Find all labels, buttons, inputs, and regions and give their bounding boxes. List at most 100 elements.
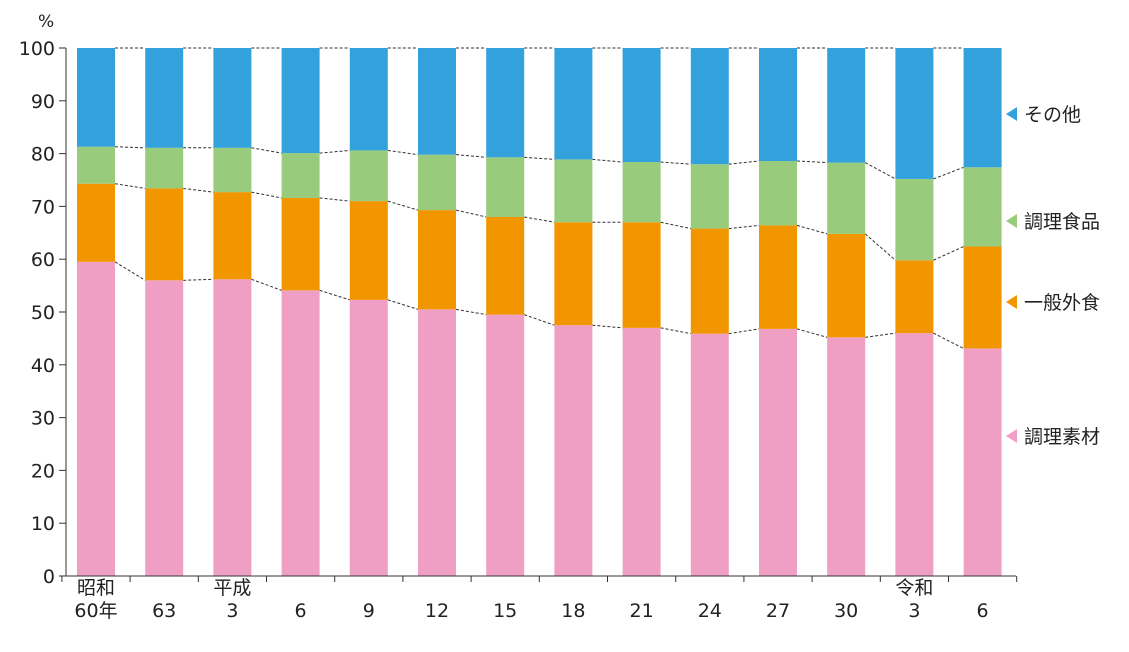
y-tick-label: 20 <box>31 460 55 482</box>
x-category-label: 9 <box>363 600 375 622</box>
bar-segment-4-cat-1 <box>77 48 115 147</box>
connector-line <box>319 149 350 154</box>
x-category-label: 3 <box>226 600 238 622</box>
connector-line <box>524 314 555 326</box>
y-tick-label: 70 <box>31 196 55 218</box>
bar-segment-3-cat-8 <box>554 159 593 223</box>
bar-segment-4-cat-8 <box>554 48 593 160</box>
connector-line <box>183 278 214 281</box>
connector-line <box>251 278 282 291</box>
legend-label-1: 調理素材 <box>1024 426 1100 448</box>
bar-segment-4-cat-5 <box>349 48 388 151</box>
bar-segment-4-cat-7 <box>486 48 525 158</box>
connector-line <box>933 166 964 180</box>
bar-segment-2-cat-12 <box>827 233 866 338</box>
bar-segment-4-cat-10 <box>690 48 729 165</box>
bar-segment-4-cat-4 <box>281 48 320 154</box>
bar-segment-1-cat-2 <box>145 280 184 576</box>
connector-line <box>455 154 487 158</box>
bar-segment-1-cat-4 <box>281 290 320 576</box>
connector-line <box>183 187 214 193</box>
bar-segment-4-cat-6 <box>418 48 456 155</box>
y-tick-label: 100 <box>19 38 55 60</box>
connector-line <box>387 299 419 310</box>
connector-line <box>524 156 555 160</box>
x-category-label: 24 <box>698 600 722 622</box>
x-category-label: 15 <box>493 600 517 622</box>
bar-segment-1-cat-14 <box>963 348 1002 576</box>
bar-segment-2-cat-3 <box>213 192 252 280</box>
y-tick-label: 80 <box>31 144 55 166</box>
x-category-label: 6 <box>977 600 989 622</box>
connector-line <box>592 324 623 329</box>
connector-lines <box>114 47 964 349</box>
connector-line <box>387 200 419 211</box>
bar-segment-3-cat-5 <box>349 150 388 202</box>
legend-marker-4 <box>1006 107 1017 121</box>
y-tick-label: 40 <box>31 355 55 377</box>
connector-line <box>319 289 350 301</box>
bar-segment-3-cat-9 <box>622 162 661 223</box>
x-category-label: 60年 <box>74 600 117 622</box>
bar-segment-4-cat-9 <box>622 48 661 163</box>
x-category-era-label: 令和 <box>895 577 933 599</box>
x-category-label: 30 <box>834 600 858 622</box>
connector-line <box>251 191 282 199</box>
connector-line <box>864 162 896 180</box>
x-category-label: 3 <box>908 600 920 622</box>
connector-line <box>592 158 623 163</box>
bar-segment-2-cat-14 <box>963 246 1002 349</box>
bar-segment-2-cat-4 <box>281 197 320 291</box>
connector-line <box>524 216 555 223</box>
x-category-era-label: 平成 <box>213 577 251 599</box>
bar-segment-2-cat-9 <box>622 222 661 328</box>
bar-segment-3-cat-14 <box>963 167 1002 247</box>
legend-label-3: 調理食品 <box>1024 211 1100 233</box>
connector-line <box>728 160 760 165</box>
bar-segment-3-cat-11 <box>759 160 797 226</box>
bar-segment-1-cat-11 <box>759 328 797 576</box>
legend-marker-3 <box>1006 214 1017 228</box>
bar-segment-1-cat-12 <box>827 337 866 576</box>
connector-line <box>251 147 282 154</box>
bar-segment-4-cat-2 <box>145 48 184 148</box>
bar-segment-1-cat-8 <box>554 325 593 576</box>
y-tick-label: 60 <box>31 249 55 271</box>
bar-segment-3-cat-1 <box>77 146 115 184</box>
connector-line <box>728 224 760 230</box>
bar-segment-2-cat-11 <box>759 225 797 329</box>
bar-segment-1-cat-3 <box>213 279 252 576</box>
connector-line <box>660 221 691 230</box>
bar-segment-1-cat-13 <box>895 333 934 576</box>
connector-line <box>796 224 828 235</box>
bar-segment-2-cat-8 <box>554 222 593 326</box>
connector-line <box>387 149 419 156</box>
bar-segment-1-cat-1 <box>77 261 115 576</box>
x-category-label: 6 <box>295 600 307 622</box>
connector-line <box>319 197 350 202</box>
connector-line <box>796 160 828 164</box>
y-tick-label: 0 <box>43 566 55 588</box>
bar-segment-2-cat-6 <box>418 210 456 310</box>
bar-segment-2-cat-7 <box>486 216 525 315</box>
y-tick-label: 50 <box>31 302 55 324</box>
connector-line <box>114 261 146 281</box>
connector-line <box>114 183 146 189</box>
bar-segment-4-cat-11 <box>759 48 797 161</box>
bar-segment-2-cat-5 <box>349 201 388 300</box>
bar-segment-4-cat-14 <box>963 48 1002 168</box>
bar-segment-2-cat-10 <box>690 228 729 334</box>
bar-segment-3-cat-2 <box>145 147 184 189</box>
bar-segment-2-cat-1 <box>77 183 115 262</box>
legend-marker-1 <box>1006 429 1017 443</box>
bar-segment-1-cat-5 <box>349 299 388 576</box>
bar-segment-1-cat-6 <box>418 309 456 576</box>
bar-segment-1-cat-10 <box>690 333 729 576</box>
y-tick-label: 90 <box>31 91 55 113</box>
legend-marker-2 <box>1006 295 1017 309</box>
bar-segment-3-cat-3 <box>213 147 252 193</box>
y-tick-label: 30 <box>31 408 55 430</box>
